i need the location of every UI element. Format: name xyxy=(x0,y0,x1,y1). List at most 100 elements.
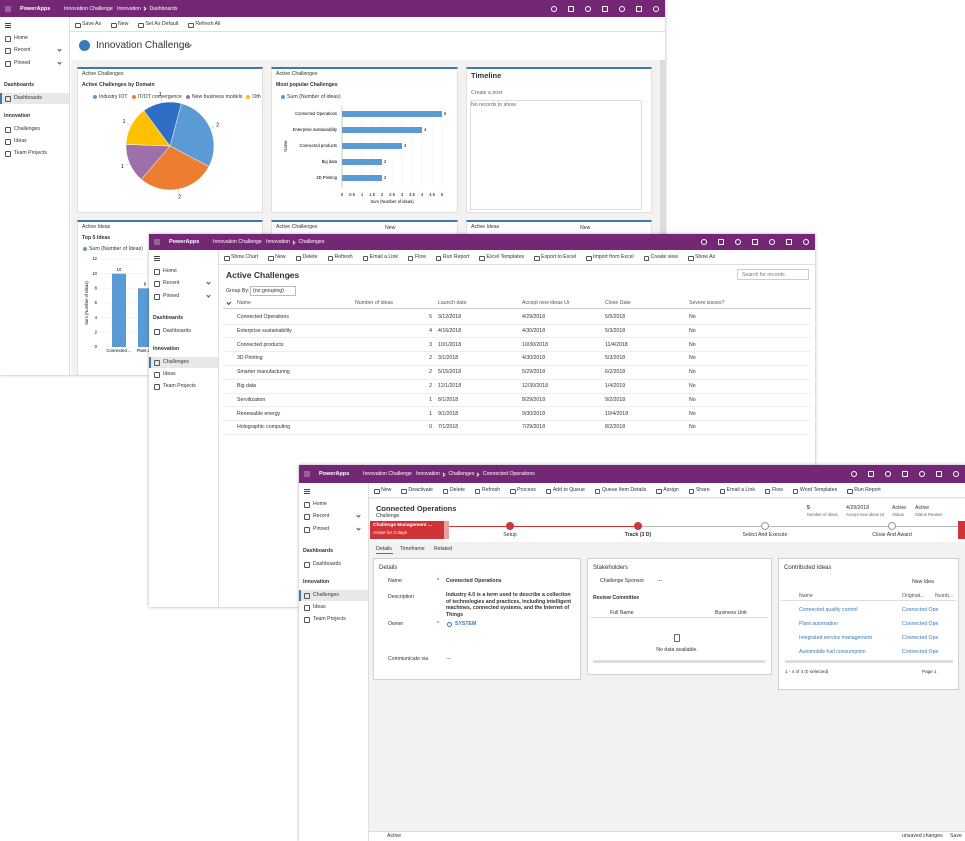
command[interactable]: New xyxy=(110,17,128,31)
top-icon[interactable] xyxy=(619,5,625,12)
nav-item[interactable]: Home xyxy=(152,267,177,275)
command[interactable]: Run Report xyxy=(435,250,469,264)
record-link[interactable]: Connected quality control xyxy=(799,607,858,613)
top-icon[interactable] xyxy=(803,239,809,245)
command[interactable]: Refresh xyxy=(327,250,353,264)
new-button[interactable]: New xyxy=(385,225,396,231)
top-icon[interactable] xyxy=(752,239,758,245)
top-icon[interactable] xyxy=(636,5,642,12)
nav-item[interactable]: Team Projects xyxy=(3,149,47,157)
top-icon[interactable] xyxy=(551,5,557,12)
record-link[interactable]: Automobile fuel consumption xyxy=(799,649,866,655)
top-icon[interactable] xyxy=(786,239,792,245)
nav-item[interactable]: Dashboards xyxy=(302,560,341,568)
new-button[interactable]: New xyxy=(580,225,591,231)
command[interactable]: Excel Templates xyxy=(478,250,524,264)
command[interactable]: Queue Item Details xyxy=(594,483,646,497)
command[interactable]: Show Chart xyxy=(223,250,258,264)
field-value[interactable]: --- xyxy=(657,578,663,584)
breadcrumb-item[interactable]: Challenges xyxy=(298,239,325,245)
field-value[interactable]: SYSTEM xyxy=(455,621,477,627)
app-launcher[interactable] xyxy=(5,5,11,12)
top-icon[interactable] xyxy=(902,471,908,477)
breadcrumb-item[interactable]: Innovation xyxy=(416,471,440,477)
stage-label[interactable]: Track (3 D) xyxy=(624,532,652,538)
nav-item[interactable]: Recent xyxy=(3,46,30,55)
app-module[interactable]: Innovation Challenge xyxy=(363,471,412,477)
nav-item[interactable]: Challenges xyxy=(3,125,40,133)
stage-label[interactable]: Setup xyxy=(503,532,517,538)
column-header[interactable]: Severe issues? xyxy=(689,300,725,306)
nav-item[interactable]: Pinned xyxy=(152,292,179,300)
column-header[interactable]: Accept new ideas Ur xyxy=(522,300,570,306)
nav-item[interactable]: Ideas xyxy=(302,603,326,611)
command[interactable]: Word Templates xyxy=(792,483,837,497)
record-link[interactable]: 3D Printing xyxy=(237,355,263,362)
top-icon[interactable] xyxy=(602,5,608,12)
nav-item[interactable]: Ideas xyxy=(152,370,176,378)
breadcrumb-item[interactable]: Innovation xyxy=(117,5,141,12)
top-icon[interactable] xyxy=(653,5,659,12)
nav-item[interactable]: Pinned xyxy=(3,59,30,67)
nav-item[interactable]: Challenges xyxy=(302,591,339,599)
command[interactable]: Delete xyxy=(295,250,318,264)
column-header[interactable]: Business Unit xyxy=(715,610,747,616)
stage-label[interactable]: Close And Award xyxy=(872,532,912,538)
record-link[interactable]: Connected products xyxy=(237,341,284,348)
column-header[interactable]: Full Name xyxy=(610,610,634,616)
legend-label[interactable]: New business models xyxy=(191,94,243,100)
record-link[interactable]: Connected Ope xyxy=(902,607,939,613)
tab[interactable]: Timeframe xyxy=(400,546,425,552)
command[interactable]: Share xyxy=(688,483,710,497)
group-select[interactable] xyxy=(250,286,296,296)
command[interactable]: Save As xyxy=(74,17,101,31)
record-link[interactable]: Smarter manufacturing xyxy=(237,369,290,376)
nav-item[interactable]: Dashboards xyxy=(3,94,42,102)
nav-item[interactable]: Recent xyxy=(302,512,329,521)
top-icon[interactable] xyxy=(868,471,874,477)
command[interactable]: Import from Excel xyxy=(585,250,634,264)
search-box[interactable] xyxy=(737,269,809,280)
top-icon[interactable] xyxy=(885,471,891,477)
command[interactable]: Refresh All xyxy=(187,17,220,31)
command[interactable]: Email a Link xyxy=(719,483,755,497)
top-icon[interactable] xyxy=(919,471,925,477)
select-all[interactable] xyxy=(226,299,232,305)
timeline-post[interactable]: Create a post xyxy=(471,90,503,96)
top-icon[interactable] xyxy=(769,239,775,245)
nav-item[interactable]: Team Projects xyxy=(302,615,346,623)
record-link[interactable]: Plant automation xyxy=(799,621,838,627)
process-flag[interactable] xyxy=(370,521,444,539)
breadcrumb-item[interactable]: Connected Operations xyxy=(482,471,535,477)
stage-dot[interactable] xyxy=(506,522,514,530)
breadcrumb-item[interactable]: Innovation xyxy=(266,239,290,245)
stage-dot[interactable] xyxy=(888,522,896,530)
command[interactable]: Process xyxy=(509,483,536,497)
record-link[interactable]: Connected Ope xyxy=(902,635,939,641)
command[interactable]: Create view xyxy=(643,250,678,264)
record-link[interactable]: Holographic computing xyxy=(237,424,291,431)
top-icon[interactable] xyxy=(718,239,724,245)
column-header[interactable]: Name xyxy=(237,300,251,306)
record-link[interactable]: Connected Ope xyxy=(902,649,939,655)
command[interactable]: Deactivate xyxy=(400,483,433,497)
command[interactable]: New xyxy=(267,250,286,264)
column-header[interactable]: Numb... xyxy=(935,593,954,599)
breadcrumb-item[interactable]: Challenges xyxy=(448,471,475,477)
top-icon[interactable] xyxy=(568,5,574,12)
save-button[interactable]: Save xyxy=(950,833,962,839)
dashboard-title[interactable]: Innovation Challenge xyxy=(96,40,190,51)
column-header[interactable]: Launch date xyxy=(438,300,467,306)
nav-item[interactable]: Recent xyxy=(152,279,179,288)
new-button[interactable]: New Idea xyxy=(912,579,934,585)
record-link[interactable]: Connected Ope xyxy=(902,621,939,627)
command[interactable]: Add to Queue xyxy=(545,483,585,497)
nav-item[interactable]: Ideas xyxy=(3,137,27,145)
process-next[interactable] xyxy=(958,521,965,539)
breadcrumb-item[interactable]: Dashboards xyxy=(149,5,178,12)
record-link[interactable]: Integrated service management xyxy=(799,635,872,641)
app-launcher[interactable] xyxy=(154,239,160,245)
field-value[interactable]: --- xyxy=(446,656,452,662)
nav-item[interactable]: Pinned xyxy=(302,525,329,533)
top-icon[interactable] xyxy=(735,239,741,245)
